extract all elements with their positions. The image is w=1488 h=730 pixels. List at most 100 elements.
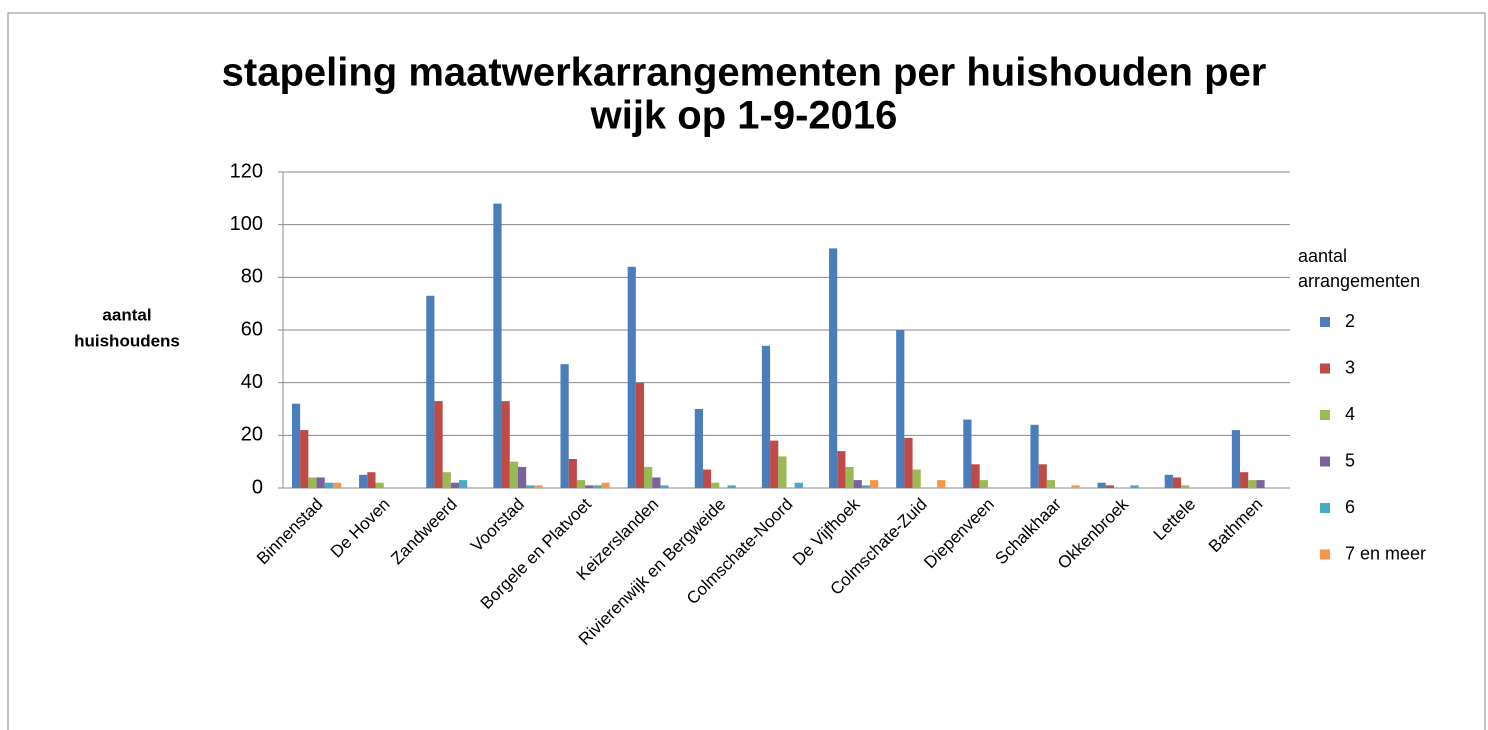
x-tick-label: Bathmen <box>1205 495 1267 557</box>
x-tick-label: Voorstad <box>467 495 528 556</box>
bar <box>912 469 921 488</box>
legend-title: aantal <box>1298 246 1347 266</box>
legend-label: 4 <box>1345 404 1355 424</box>
bar <box>770 440 779 488</box>
bar <box>442 472 451 488</box>
bar <box>534 485 543 488</box>
y-tick-label: 60 <box>241 318 263 340</box>
bar <box>845 466 854 488</box>
chart-title: stapeling maatwerkarrangementen per huis… <box>222 51 1267 95</box>
bar <box>1071 485 1080 488</box>
bar <box>308 477 317 488</box>
bar <box>324 482 333 488</box>
bar <box>837 451 846 488</box>
bar <box>778 456 787 488</box>
y-tick-label: 20 <box>241 424 263 446</box>
bar <box>493 203 502 488</box>
bar <box>601 482 610 488</box>
bar <box>434 401 443 488</box>
bar <box>727 485 736 488</box>
x-tick-label: Zandweerd <box>387 495 461 569</box>
bar <box>459 480 468 488</box>
bar <box>937 480 946 488</box>
bar <box>794 482 803 488</box>
bar <box>576 480 586 488</box>
legend-label: 3 <box>1345 357 1355 377</box>
x-tick-label: Diepenveen <box>920 495 998 573</box>
bar <box>291 403 301 488</box>
y-axis-label: huishoudens <box>74 331 180 350</box>
bar <box>1097 482 1106 488</box>
y-tick-label: 0 <box>252 476 263 498</box>
legend-swatch <box>1320 549 1330 560</box>
bar <box>450 482 460 488</box>
bar <box>426 295 435 488</box>
bar <box>694 409 703 488</box>
bar <box>526 485 535 488</box>
bar <box>829 248 838 488</box>
x-tick-label: Okkenbroek <box>1054 494 1133 573</box>
bar <box>568 459 577 488</box>
x-tick-label: Binnenstad <box>253 495 327 569</box>
bar <box>560 364 569 488</box>
bar <box>1105 485 1114 488</box>
bar <box>853 480 862 488</box>
legend-title: arrangementen <box>1298 271 1420 291</box>
bar <box>367 472 376 488</box>
bar <box>1030 424 1039 488</box>
bar <box>1046 480 1056 488</box>
bar <box>702 469 712 488</box>
bar <box>1256 480 1265 488</box>
bar <box>585 485 594 488</box>
legend-swatch <box>1320 363 1330 374</box>
bar <box>635 382 645 488</box>
bar <box>979 480 988 488</box>
bar <box>1181 485 1190 488</box>
bar <box>509 461 518 488</box>
legend-swatch <box>1320 410 1330 420</box>
x-tick-label: De Hoven <box>327 495 394 562</box>
bar <box>896 330 905 488</box>
y-tick-label: 100 <box>230 213 263 235</box>
bar <box>761 345 771 488</box>
bar <box>359 474 368 488</box>
x-tick-label: Schalkhaar <box>991 494 1065 568</box>
bar <box>963 419 972 488</box>
bar <box>593 485 602 488</box>
bar <box>971 464 980 488</box>
y-tick-label: 40 <box>241 371 263 393</box>
chart-frame <box>7 12 1486 730</box>
chart-title: wijk op 1-9-2016 <box>590 94 898 138</box>
y-tick-label: 80 <box>241 266 263 288</box>
bar <box>711 482 720 488</box>
legend-label: 6 <box>1345 497 1355 517</box>
bar <box>627 266 636 488</box>
legend-label: 2 <box>1345 311 1355 331</box>
bar <box>1038 464 1047 488</box>
bar <box>517 466 527 488</box>
x-tick-label: Borgele en Platvoet <box>477 494 596 613</box>
bar <box>1164 474 1173 488</box>
bar <box>1231 430 1241 488</box>
bar <box>1172 477 1182 488</box>
bar <box>375 482 384 488</box>
legend-swatch <box>1320 317 1330 327</box>
bar <box>861 485 871 488</box>
bar <box>660 485 669 488</box>
bar <box>904 437 913 488</box>
legend-label: 7 en meer <box>1345 543 1426 563</box>
bar <box>316 477 325 488</box>
bar <box>644 466 653 488</box>
bar <box>1130 485 1139 488</box>
bar <box>332 482 342 488</box>
bar <box>501 401 510 488</box>
bar <box>870 480 879 488</box>
bar <box>1248 480 1257 488</box>
bar <box>652 477 661 488</box>
bar <box>300 430 309 488</box>
x-tick-label: Lettele <box>1150 495 1200 545</box>
y-axis-label: aantal <box>102 305 151 324</box>
legend-label: 5 <box>1345 450 1355 470</box>
bar <box>1240 472 1249 488</box>
